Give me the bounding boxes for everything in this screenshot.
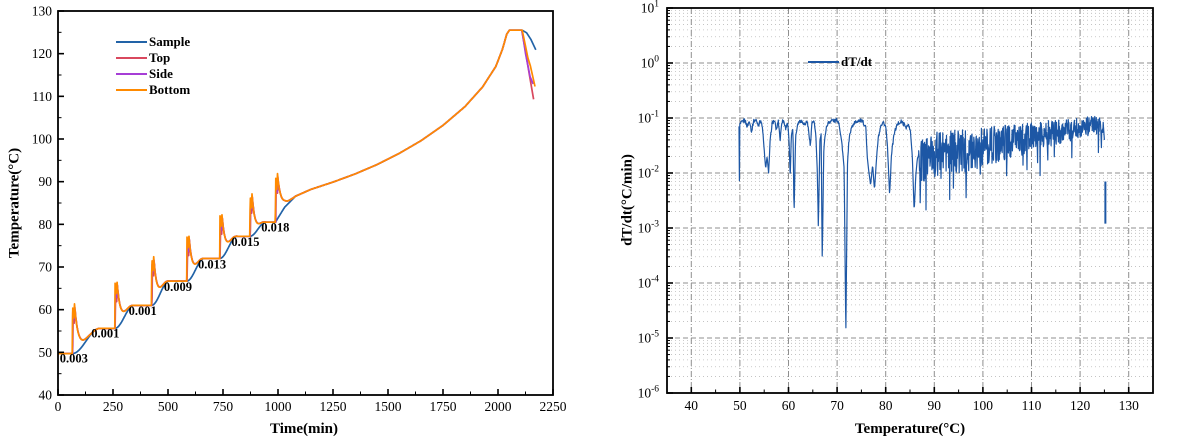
temperature-time-plot: 0 250 500 750 1000 1250 1500 1750 2000 2250 40 50 60… <box>32 4 567 415</box>
rate-annotation: 0.001 <box>129 304 157 318</box>
series-dtdt-line <box>738 115 1105 329</box>
y-tick-label: 10-5 <box>638 330 660 346</box>
left-series <box>57 29 537 355</box>
sample-line-swatch <box>116 41 147 43</box>
rate-annotation: 0.001 <box>91 326 119 340</box>
rate-annotation: 0.003 <box>60 352 88 366</box>
dtdt-temperature-plot: 40 50 60 70 80 90 100 110 120 130 101 100 10-1 10-2 10… <box>638 0 1154 413</box>
legend-label-side: Side <box>149 66 173 81</box>
rate-annotation: 0.009 <box>164 280 192 294</box>
y-tick-label: 100 <box>32 132 53 147</box>
left-chart-legend: Sample Top Side Bottom <box>116 34 190 98</box>
bottom-line-swatch <box>116 89 147 91</box>
x-tick-label: 90 <box>928 398 942 413</box>
side-line-swatch <box>116 73 147 75</box>
rate-annotation: 0.013 <box>198 258 226 272</box>
legend-label-bottom: Bottom <box>149 82 191 97</box>
x-tick-label: 750 <box>213 399 234 414</box>
y-tick-label: 50 <box>39 345 53 360</box>
y-tick-label: 120 <box>32 46 53 61</box>
right-series <box>738 115 1107 329</box>
legend-item-sample: Sample <box>116 34 190 50</box>
x-tick-label: 100 <box>973 398 994 413</box>
right-x-axis-title: Temperature(°C) <box>854 421 966 437</box>
temperature-time-chart: 0 250 500 750 1000 1250 1500 1750 2000 2250 40 50 60… <box>6 4 567 438</box>
y-tick-label: 10-6 <box>638 385 660 401</box>
legend-item-bottom: Bottom <box>116 82 190 98</box>
x-tick-label: 1750 <box>430 399 457 414</box>
x-tick-label: 2000 <box>485 399 512 414</box>
x-tick-label: 60 <box>782 398 796 413</box>
x-tick-label: 0 <box>55 399 62 414</box>
legend-item-top: Top <box>116 50 190 66</box>
x-tick-label: 1500 <box>375 399 402 414</box>
legend-item-side: Side <box>116 66 190 82</box>
legend-label-dtdt: dT/dt <box>841 54 873 69</box>
left-y-axis-title: Temperature(°C) <box>6 147 23 259</box>
right-gridlines <box>667 7 1153 394</box>
dtdt-line-swatch <box>808 61 839 63</box>
left-axes: 0 250 500 750 1000 1250 1500 1750 2000 2250 40 50 60… <box>32 4 567 415</box>
legend-label-sample: Sample <box>149 34 191 49</box>
y-tick-label: 101 <box>641 0 660 16</box>
x-tick-label: 1000 <box>265 399 292 414</box>
y-tick-label: 60 <box>39 302 53 317</box>
dtdt-temperature-chart: 40 50 60 70 80 90 100 110 120 130 101 100 10-1 10-2 10… <box>604 0 1204 446</box>
rate-annotation: 0.018 <box>261 221 289 235</box>
series-bottom-line <box>57 29 536 355</box>
right-chart-legend: dT/dt <box>808 54 872 70</box>
x-tick-label: 80 <box>879 398 893 413</box>
legend-label-top: Top <box>149 50 171 65</box>
y-tick-label: 90 <box>39 174 53 189</box>
y-tick-label: 40 <box>39 388 53 403</box>
legend-item-dtdt: dT/dt <box>808 54 872 70</box>
x-tick-label: 110 <box>1022 398 1042 413</box>
x-tick-label: 500 <box>158 399 179 414</box>
x-tick-label: 130 <box>1119 398 1140 413</box>
rate-annotation: 0.015 <box>231 235 259 249</box>
y-tick-label: 100 <box>641 55 660 71</box>
right-y-axis-title: dT/dt(°C/min) <box>619 154 636 246</box>
x-tick-label: 2250 <box>540 399 567 414</box>
x-tick-label: 120 <box>1070 398 1091 413</box>
x-tick-label: 250 <box>103 399 124 414</box>
right-axes: 40 50 60 70 80 90 100 110 120 130 101 100 10-1 10-2 10… <box>638 0 1154 413</box>
top-line-swatch <box>116 57 147 59</box>
y-tick-label: 110 <box>32 89 52 104</box>
x-tick-label: 70 <box>830 398 844 413</box>
y-tick-label: 70 <box>39 260 53 275</box>
left-x-axis-title: Time(min) <box>269 421 339 437</box>
y-tick-label: 130 <box>32 4 53 19</box>
x-tick-label: 40 <box>685 398 699 413</box>
y-tick-label: 10-1 <box>638 110 660 126</box>
x-tick-label: 50 <box>733 398 747 413</box>
y-tick-label: 10-4 <box>638 275 660 291</box>
y-tick-label: 80 <box>39 217 53 232</box>
y-tick-label: 10-3 <box>638 220 660 236</box>
x-tick-label: 1250 <box>320 399 347 414</box>
y-tick-label: 10-2 <box>638 165 660 181</box>
